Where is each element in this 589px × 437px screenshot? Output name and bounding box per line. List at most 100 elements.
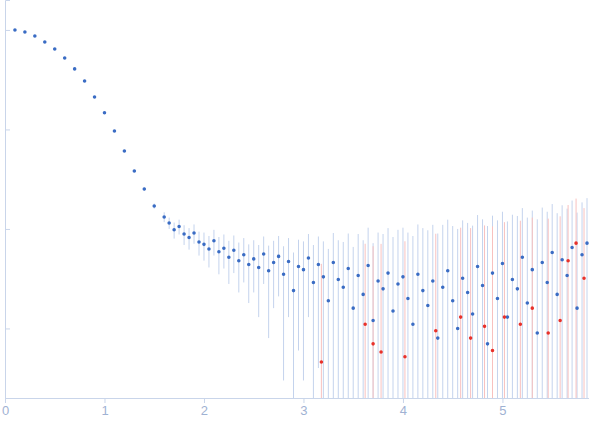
point [312,281,316,285]
point [426,304,430,308]
y-tick [5,129,10,130]
error-bar [397,230,398,398]
point [379,350,383,354]
point [461,276,465,280]
error-bar [393,237,394,398]
error-bar [228,241,229,284]
point [486,342,490,346]
error-bar [442,225,443,398]
error-bar [557,213,558,398]
error-bar [435,234,436,398]
point [207,247,211,251]
point [411,323,415,327]
point [13,28,17,32]
point [519,323,523,327]
error-bar [452,226,453,398]
error-bar [447,220,448,398]
error-bar [321,264,322,398]
error-bar [470,228,471,398]
point [376,279,380,283]
point [570,246,574,250]
error-bar [268,246,269,338]
point [43,40,47,44]
points [320,241,586,363]
error-bar [484,225,485,398]
point [371,319,375,323]
error-bar [517,216,518,398]
point [459,315,463,319]
y-axis [5,1,10,399]
error-bar [303,241,304,380]
error-bar [333,233,334,398]
series [321,199,584,398]
error-bar [542,208,543,398]
point [282,273,286,277]
point [257,266,261,270]
point [401,275,405,279]
error-bar [238,243,239,293]
error-bar [567,209,568,398]
error-bar [547,212,548,398]
error-bar [288,238,289,317]
x-tick-label: 5 [499,403,506,418]
error-bar [422,228,423,398]
point [346,267,350,271]
point [366,264,370,268]
data-marks [13,28,589,398]
error-bar [472,226,473,398]
point [187,236,191,240]
point [262,252,266,256]
error-bar [504,222,505,398]
error-bar [243,238,244,282]
error-bar [313,245,314,398]
error-bar [402,228,403,398]
error-bar [460,228,461,398]
point [456,327,460,331]
point [73,67,77,71]
point [545,281,549,285]
point [320,360,324,364]
error-bar [253,240,254,292]
error-bar [358,234,359,398]
point [565,274,569,278]
x-tick-label: 1 [101,403,108,418]
point [53,47,57,51]
x-tick-label: 2 [201,403,208,418]
error-bar [482,219,483,398]
point [516,287,520,291]
error-bar [522,208,523,398]
error-bar [381,244,382,398]
point [531,268,535,272]
error-bar [584,208,585,398]
error-bar [497,220,498,398]
point [540,261,544,265]
error-bar [218,237,219,274]
error-bar [263,236,264,283]
point [386,271,390,275]
point [292,289,296,293]
point [152,204,156,208]
point [302,268,306,272]
error-bar [532,211,533,398]
point [396,282,400,286]
error-bar [223,234,224,268]
point [491,349,495,353]
point [526,301,530,305]
point [167,221,171,225]
point [217,250,221,254]
point [582,276,586,280]
series [15,30,587,398]
point [322,275,326,279]
point [297,265,301,269]
x-axis: 012345 [2,398,589,418]
point [476,265,480,269]
point [466,291,470,295]
error-bars [321,199,584,398]
error-bar [568,205,569,398]
point [337,278,341,282]
point [550,251,554,255]
y-tick-mark [5,30,10,31]
error-bar [577,213,578,398]
point [133,169,137,173]
x-tick: 2 [201,398,208,418]
